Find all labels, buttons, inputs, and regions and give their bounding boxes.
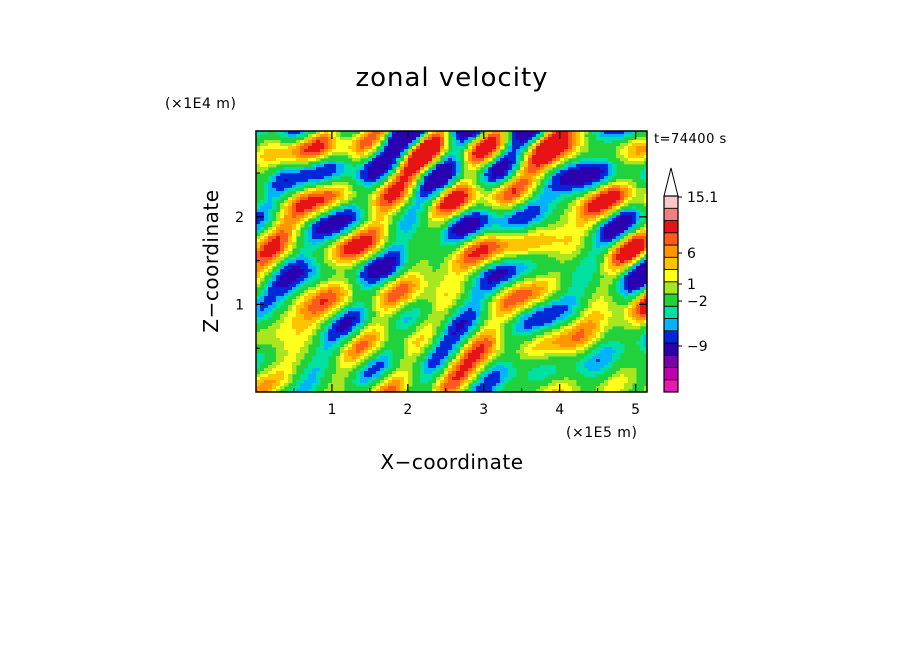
velocity-field [256, 131, 647, 392]
y-tick-label: 1 [235, 297, 244, 313]
x-tick-label: 2 [403, 402, 412, 418]
colorbar-swatch [663, 232, 679, 246]
colorbar-label: 15.1 [687, 190, 718, 206]
colorbar-label: −9 [687, 339, 708, 355]
colorbar-swatch [663, 354, 679, 368]
colorbar-frame [663, 195, 679, 393]
colorbar-extend-arrow [663, 167, 679, 197]
colorbar-swatch [663, 207, 679, 221]
colorbar-swatch [663, 256, 679, 270]
colorbar-swatch [663, 379, 679, 393]
colorbar-swatch [663, 318, 679, 332]
colorbar-swatch [663, 342, 679, 356]
y-axis: 12 [235, 172, 647, 349]
x-tick-label: 4 [555, 402, 564, 418]
y-tick-label: 2 [235, 210, 244, 226]
plot-frame [255, 130, 648, 393]
colorbar-swatch [663, 220, 679, 234]
time-label: t=74400 s [654, 132, 727, 147]
colorbar-label: −2 [687, 294, 708, 310]
x-axis-label: X−coordinate [380, 450, 523, 474]
colorbar-swatch [663, 367, 679, 381]
colorbar-swatch [663, 330, 679, 344]
colorbar-swatch [663, 244, 679, 258]
colorbar-swatch [663, 293, 679, 307]
x-tick-label: 5 [631, 402, 640, 418]
x-tick-label: 1 [327, 402, 336, 418]
colorbar: 15.1 6 1−2 −9 [663, 167, 718, 393]
colorbar-swatch [663, 305, 679, 319]
colorbar-label: 1 [687, 277, 696, 293]
x-tick-label: 3 [479, 402, 488, 418]
x-axis: 1 2 3 4 5 [293, 131, 640, 418]
y-axis-label: Z−coordinate [199, 189, 223, 332]
colorbar-label: 6 [687, 246, 696, 262]
chart-title: zonal velocity [355, 63, 548, 93]
colorbar-swatch [663, 195, 679, 209]
colorbar-swatch [663, 269, 679, 283]
y-unit-label: (×1E4 m) [165, 96, 236, 112]
x-unit-label: (×1E5 m) [566, 425, 637, 441]
colorbar-swatch [663, 281, 679, 295]
plot-area [256, 131, 647, 392]
